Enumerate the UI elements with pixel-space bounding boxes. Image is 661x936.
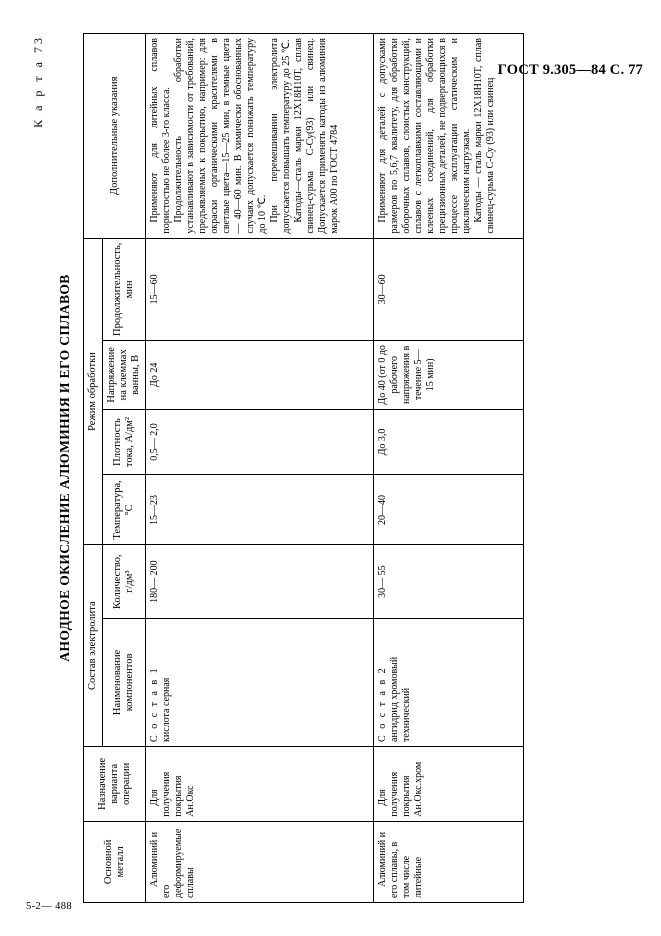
composition-label: С о с т а в 2 [377,666,389,742]
cell-components: С о с т а в 2 ангидрид хромовый техничес… [373,618,524,747]
card-number: К а р т а 73 [31,35,45,128]
page-title: АНОДНОЕ ОКИСЛЕНИЕ АЛЮМИНИЯ И ЕГО СПЛАВОВ [57,274,72,662]
component-name: кислота серная [161,677,173,742]
col-temperature: Температура, °С [102,474,146,545]
col-variant: Назначение варианта операции [83,746,146,822]
cell-temperature: 20—40 [373,474,524,545]
page-footer: 5-2— 488 [26,901,73,912]
landscape-content: К а р т а 73 АНОДНОЕ ОКИСЛЕНИЕ АЛЮМИНИЯ … [31,33,631,903]
cell-duration: 15—60 [145,238,374,341]
table-body: Алюминий и его деформируемые сплавы Для … [145,33,524,903]
col-duration: Продолжительность, мин [102,238,146,341]
col-voltage: Напряжение на клеммах ванны, В [102,340,146,410]
header-row-1: Основной металл Назначение варианта опер… [83,33,146,903]
cell-quantity: 180— 200 [145,544,374,619]
col-quantity: Количество, г/дм³ [102,544,146,619]
cell-components: С о с т а в 1 кислота серная [145,618,374,747]
page-header: ГОСТ 9.305—84 С. 77 [497,62,643,78]
col-components: Наименование компонентов [102,618,146,747]
cell-current-density: 0,5— 2,0 [145,409,374,475]
cell-notes: Применяют для деталей с допусками размер… [373,33,524,239]
cell-variant: Для получения покрытия Ан.Окс.хром [373,746,524,822]
composition-label: С о с т а в 1 [149,666,161,742]
table-row: Алюминий и его деформируемые сплавы Для … [145,33,374,903]
cell-voltage: До 24 [145,340,374,410]
cell-current-density: До 3,0 [373,409,524,475]
note-paragraph: При перемешивании электролита допускаетс… [269,38,293,234]
cell-base-metal: Алюминий и его сплавы, в том числе литей… [373,821,524,903]
table-row: Алюминий и его сплавы, в том числе литей… [373,33,524,903]
gost-table: Основной металл Назначение варианта опер… [83,33,524,903]
cell-notes: Применяют для литейных сплавов пористост… [145,33,374,239]
col-electrolyte-group: Состав электролита [83,544,103,747]
note-paragraph: Продолжительность обработки устанавливаю… [173,38,269,234]
note-paragraph: Применяют для литейных сплавов пористост… [149,38,173,234]
cell-duration: 30—60 [373,238,524,341]
cell-temperature: 15—23 [145,474,374,545]
component-name: ангидрид хромовый технический [389,656,413,742]
cell-quantity: 30— 55 [373,544,524,619]
col-current-density: Плотность тока, А/дм² [102,409,146,475]
col-notes: Дополнительные указания [83,33,146,239]
col-regime-group: Режим обработки [83,238,103,545]
table-head: Основной металл Назначение варианта опер… [83,33,146,903]
col-base-metal: Основной металл [83,821,146,903]
note-paragraph: Применяют для деталей с допусками размер… [377,38,473,234]
cell-base-metal: Алюминий и его деформируемые сплавы [145,821,374,903]
note-paragraph: Катоды — сталь марки 12Х18Н10Т, сплав св… [473,38,497,234]
cell-variant: Для получения покрытия Ан.Окс [145,746,374,822]
cell-voltage: До 40 (от 0 до рабочего напряжения в теч… [373,340,524,410]
note-paragraph: Катоды—сталь марки 12Х18Н10Т, сплав свин… [293,38,341,234]
